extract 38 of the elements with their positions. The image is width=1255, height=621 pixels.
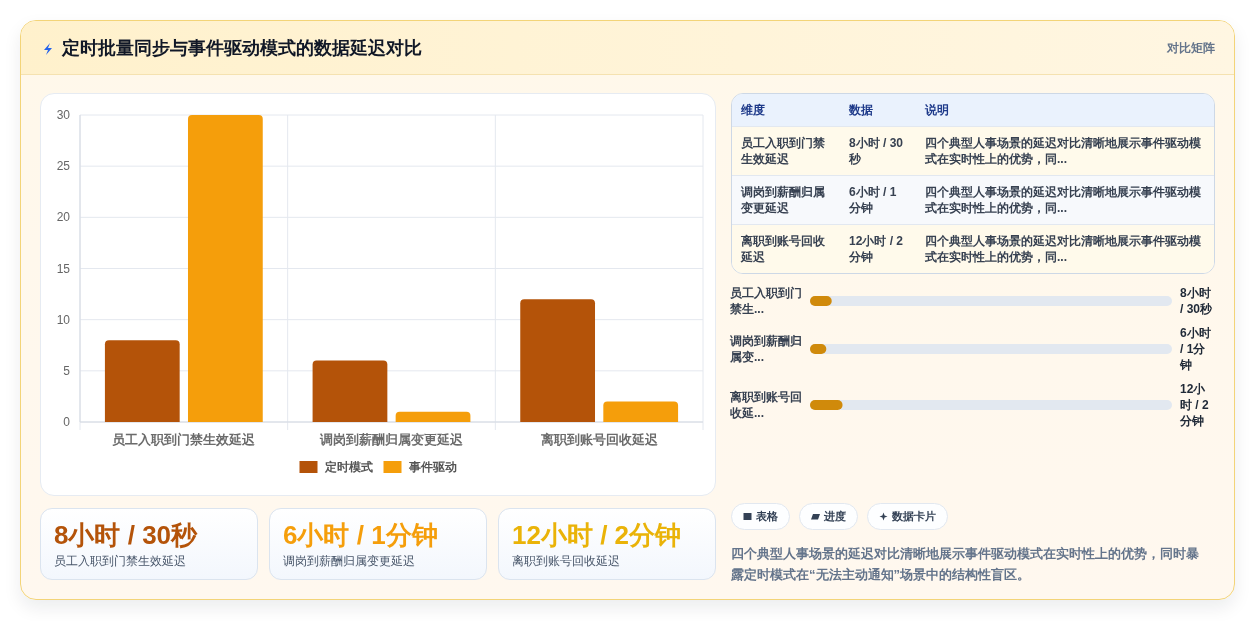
bar — [395, 411, 471, 422]
bar — [520, 299, 596, 422]
y-tick-label: 15 — [56, 261, 71, 276]
y-tick-label: 调岗到薪酬归属变... — [730, 333, 803, 365]
text: 调岗到薪酬归属变更延迟 — [283, 553, 415, 569]
y-tick-label: 5 — [63, 363, 71, 378]
x-tick-label: 离职到账号回收延迟 — [539, 432, 659, 447]
header-band: 定时批量同步与事件驱动模式的数据延迟对比 对比矩阵 — [21, 21, 1234, 75]
y-tick-label: 10 — [56, 312, 71, 327]
table-row: 员工入职到门禁生效延迟 8小时 / 30秒 四个典型人事场景的延迟对比清晰地展示事件驱动模式在实时性上的优势，同... — [732, 126, 1214, 175]
bar — [104, 340, 180, 422]
y-tick-label: 离职到账号回收延... — [730, 389, 803, 421]
y-tick-label: 0 — [63, 415, 71, 429]
text: 8小时 / 30秒 — [54, 519, 198, 551]
data-label: 12小时 / 2分钟 — [1180, 381, 1210, 429]
bar — [187, 115, 263, 422]
text: 6小时 / 1分钟 — [283, 519, 438, 551]
text: 表格 — [756, 509, 778, 524]
legend-label: 事件驱动 — [407, 460, 457, 474]
x-tick-label: 调岗到薪酬归属变更延迟 — [319, 432, 464, 447]
text: 离职到账号回收延迟 — [512, 553, 620, 569]
data-label: 8小时 / 30秒 — [1180, 285, 1213, 317]
legend-label: 定时模式 — [323, 460, 373, 474]
table-row: 离职到账号回收延迟 12小时 / 2分钟 四个典型人事场景的延迟对比清晰地展示事件驱动模式在实时性上的优势，同... — [732, 224, 1214, 273]
text: 四个典型人事场景的延迟对比清晰地展示事件驱动模式在实时性上的优势，同时暴露定时模式在“无法主动通知”场景中的结构性盲区。 — [731, 545, 1200, 584]
table-row: 调岗到薪酬归属变更延迟 6小时 / 1分钟 四个典型人事场景的延迟对比清晰地展示事件驱动模式在实时性上的优势，同... — [732, 175, 1214, 224]
bar — [603, 401, 679, 422]
text: 员工入职到门禁生效延迟 — [54, 553, 186, 569]
text: 12小时 / 2分钟 — [512, 519, 682, 551]
y-tick-label: 30 — [56, 108, 71, 122]
text: 进度 — [824, 509, 846, 524]
bar — [312, 360, 388, 422]
y-tick-label: 20 — [56, 210, 71, 225]
text: 数据卡片 — [892, 509, 936, 524]
x-tick-label: 员工入职到门禁生效延迟 — [112, 432, 257, 447]
y-tick-label: 员工入职到门禁生... — [730, 285, 803, 317]
data-label: 6小时 / 1分钟 — [1180, 325, 1212, 373]
y-tick-label: 25 — [56, 159, 71, 174]
